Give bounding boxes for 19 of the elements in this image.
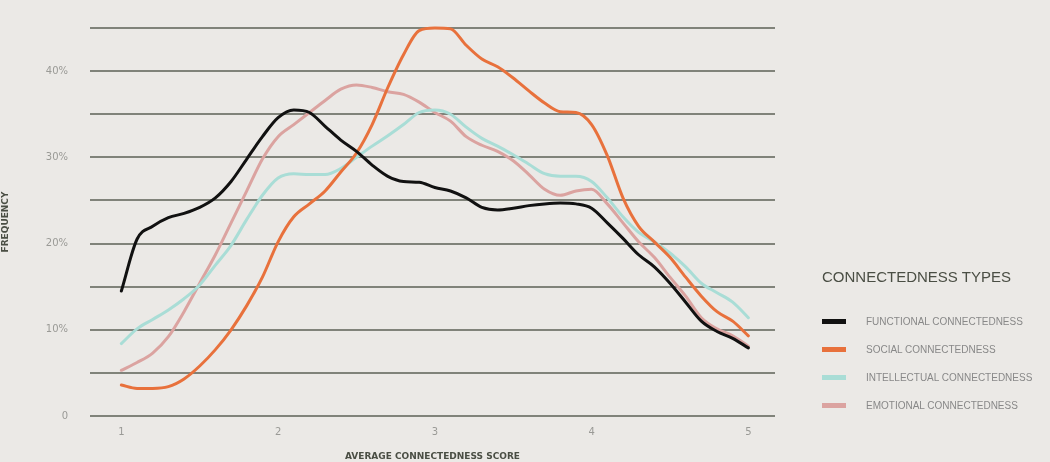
y-tick-label: 30% [45,150,68,162]
y-tick-label: 40% [45,64,68,76]
y-axis-title: FREQUENCY [0,191,10,253]
line-series [119,83,750,372]
line-series [119,26,750,390]
x-tick-label: 2 [274,425,282,437]
legend-label: EMOTIONAL CONNECTEDNESS [866,399,1018,411]
x-tick-label: 3 [431,425,439,437]
y-tick-label: 20% [45,237,68,249]
x-tick-label: 4 [588,425,595,437]
x-tick-label: 5 [745,425,752,437]
legend-title: CONNECTEDNESS TYPES [822,268,1012,285]
x-axis-title: AVERAGE CONNECTEDNESS SCORE [344,450,521,461]
legend-label: SOCIAL CONNECTEDNESS [866,343,996,355]
y-tick-label: 10% [45,323,68,335]
legend-label: INTELLECTUAL CONNECTEDNESS [866,371,1033,383]
legend-label: FUNCTIONAL CONNECTEDNESS [866,315,1023,327]
y-tick-label: 0 [61,409,68,421]
x-tick-label: 1 [118,425,125,437]
